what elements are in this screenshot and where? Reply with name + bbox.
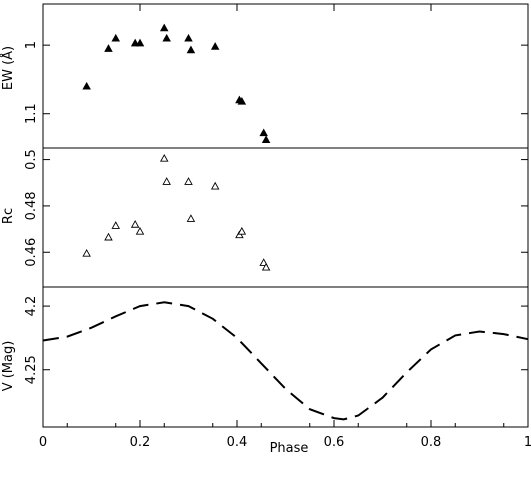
rc-data-point [130,220,140,228]
ew-data-point [162,33,171,42]
v-y-ticks: 4.2 4.25 [24,296,528,384]
v-axis-title: V (Mag) [1,341,16,392]
panel-separators [43,147,528,288]
rc-y-tick-label: 0.5 [24,149,39,170]
x-tick-label: 0.8 [421,435,442,450]
v-curve [42,301,529,421]
ew-data-point [184,33,193,42]
v-y-tick-label: 4.25 [24,355,39,384]
rc-data-point [162,177,171,185]
rc-data-point [237,226,247,235]
rc-data-point [159,153,169,162]
rc-data-point [111,221,121,229]
rc-data-point [82,248,91,257]
rc-data-point [186,214,196,222]
x-axis-title: Phase [270,441,309,456]
rc-data-point [259,258,268,266]
x-tick-label: 0 [39,435,47,450]
v-y-tick-label: 4.2 [24,296,39,317]
x-tick-label: 0.4 [227,435,248,450]
rc-panel: 0.46 0.48 0.5 [24,149,528,271]
ew-y-tick-label: 1 [24,41,39,49]
ew-points [82,23,271,144]
ew-data-point [111,33,121,42]
rc-data-point [184,177,193,185]
ew-data-point [135,38,145,47]
ew-data-point [186,45,196,54]
ew-panel: 11.1 [24,23,528,144]
ew-data-point [82,81,91,90]
x-tick-label: 0.6 [324,435,345,450]
ew-axis-title: EW (Å) [0,46,16,90]
ew-data-point [159,23,169,32]
rc-axis-title: Rc [1,208,16,224]
rc-data-point [135,226,145,235]
ew-y-tick-label: 1.1 [24,103,39,124]
rc-y-tick-label: 0.46 [24,238,39,267]
ew-y-ticks: 11.1 [24,41,528,124]
ew-data-point [237,96,247,105]
ew-data-point [210,42,220,50]
rc-data-point [261,262,271,271]
v-panel: 4.2 4.25 [24,296,529,421]
rc-y-tick-label: 0.48 [24,191,39,220]
ew-data-point [261,135,271,144]
x-tick-label: 1 [524,435,531,450]
ew-data-point [104,44,113,52]
rc-points [82,153,271,271]
plot-frame [42,3,529,428]
x-tick-label: 0.2 [130,435,151,450]
v-magnitude-curve [42,301,529,421]
rc-y-ticks: 0.46 0.48 0.5 [24,149,528,267]
rc-data-point [210,181,220,190]
ew-data-point [259,128,268,137]
x-axis-ticks: 0 0.2 0.4 0.6 0.8 1 [39,4,531,450]
rc-data-point [104,232,113,241]
